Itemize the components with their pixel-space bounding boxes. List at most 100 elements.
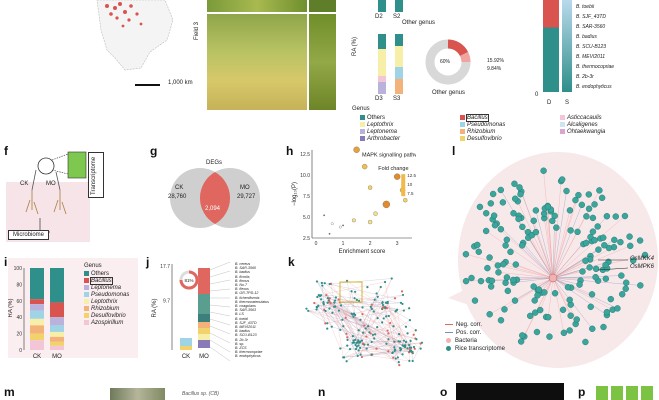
network-edge bbox=[318, 305, 355, 343]
legend-swatch bbox=[360, 129, 365, 134]
network-node bbox=[341, 318, 344, 321]
network-edge bbox=[324, 283, 410, 349]
gene-osmkk4: OsMKK4 bbox=[630, 256, 655, 262]
network-edge bbox=[388, 334, 400, 352]
legend-swatch bbox=[84, 320, 89, 325]
legend-item: Rhizobium bbox=[84, 306, 119, 313]
network-edge bbox=[497, 265, 554, 279]
network-node bbox=[399, 349, 402, 352]
species-label: B. sp. bbox=[235, 341, 245, 346]
network-edge bbox=[346, 310, 404, 362]
other-genus-top: Other genus bbox=[402, 20, 436, 26]
legend-label: Arthrobacter bbox=[367, 136, 401, 143]
network-node bbox=[530, 217, 537, 224]
network-node bbox=[328, 282, 331, 286]
network-node bbox=[413, 347, 416, 350]
network-node bbox=[352, 339, 355, 342]
network-node bbox=[515, 215, 522, 223]
network-node bbox=[589, 228, 597, 235]
donut-chart bbox=[425, 39, 471, 85]
network-node bbox=[594, 223, 601, 230]
x-tick-label: 2 bbox=[369, 241, 372, 247]
network-node bbox=[482, 227, 490, 235]
y-axis-label: −log₁₀(P) bbox=[292, 182, 298, 206]
network-node bbox=[502, 279, 509, 286]
network-node bbox=[337, 309, 341, 312]
network-node bbox=[346, 338, 349, 341]
network-node bbox=[614, 305, 621, 312]
network-node bbox=[623, 279, 630, 286]
legend-label: Alcaligenes bbox=[567, 122, 598, 129]
fold-change-tick: 12.5 bbox=[407, 173, 416, 178]
network-node bbox=[352, 312, 356, 315]
species-label: B. endophyticus bbox=[576, 84, 612, 90]
species-label: B. ficrolis bbox=[235, 274, 250, 279]
network-node bbox=[578, 201, 586, 209]
enrichment-point bbox=[373, 211, 378, 216]
network-legend-item: Neg. corr. bbox=[445, 322, 525, 330]
network-node bbox=[359, 318, 362, 321]
network-edge bbox=[552, 271, 583, 279]
legend-label: Bacillus bbox=[466, 114, 489, 123]
network-edge bbox=[552, 277, 580, 285]
network-node bbox=[393, 346, 396, 349]
network-node bbox=[365, 335, 368, 338]
network-node bbox=[383, 280, 387, 284]
x-category-label: MO bbox=[199, 354, 209, 360]
network-node bbox=[389, 321, 392, 325]
panel-f-diagram bbox=[25, 151, 87, 233]
network-node bbox=[572, 196, 579, 204]
network-node bbox=[355, 345, 358, 348]
network-node bbox=[412, 345, 416, 349]
network-edge bbox=[334, 306, 359, 343]
network-node bbox=[497, 226, 505, 233]
network-edge bbox=[332, 312, 405, 347]
network-node bbox=[510, 210, 517, 217]
network-node bbox=[511, 195, 519, 202]
gene-pointer bbox=[597, 267, 629, 271]
species-label: B. SCU-B123 bbox=[576, 44, 607, 50]
network-node bbox=[383, 306, 386, 309]
network-node bbox=[406, 332, 409, 335]
network-edge bbox=[351, 307, 385, 314]
network-node bbox=[382, 317, 385, 320]
bar-segment bbox=[30, 310, 44, 319]
network-node bbox=[468, 274, 475, 282]
network-node bbox=[475, 248, 482, 255]
network-edge bbox=[504, 277, 554, 310]
legend-label: Leptonema bbox=[91, 285, 122, 292]
legend-item: Rhizobium bbox=[460, 129, 495, 136]
pct-b: 9.84% bbox=[487, 66, 502, 72]
m-photo bbox=[110, 388, 165, 400]
network-node bbox=[551, 290, 559, 297]
network-node bbox=[361, 342, 365, 345]
species-bar bbox=[543, 0, 559, 92]
connector-line bbox=[209, 339, 230, 353]
network-node bbox=[404, 325, 408, 328]
y-axis-label: RA (%) bbox=[8, 298, 14, 317]
network-node bbox=[387, 332, 390, 335]
panel-label-o: o bbox=[440, 385, 448, 399]
network-node bbox=[357, 344, 360, 347]
ring-label: 81% bbox=[184, 278, 193, 283]
network-node bbox=[394, 357, 397, 360]
species-label: B. firmus bbox=[235, 278, 250, 283]
network-node bbox=[536, 306, 544, 314]
bar-s3 bbox=[395, 34, 403, 94]
network-node bbox=[316, 306, 319, 309]
y-tick-label: 80 bbox=[16, 282, 22, 288]
network-node bbox=[574, 228, 581, 236]
network-node bbox=[592, 265, 600, 273]
bar-s2 bbox=[395, 0, 403, 12]
legend-item: Asticcacaulis bbox=[560, 115, 602, 122]
network-node bbox=[359, 353, 362, 356]
network-node bbox=[517, 338, 525, 345]
network-node bbox=[358, 299, 361, 303]
bar-segment bbox=[30, 304, 44, 311]
network-edge bbox=[528, 237, 554, 279]
network-edge bbox=[323, 303, 341, 330]
connector-line bbox=[209, 318, 230, 326]
network-edge bbox=[517, 201, 554, 279]
legend-label: Ohtaekwangia bbox=[567, 129, 606, 136]
bar-mo-seg bbox=[198, 268, 210, 282]
